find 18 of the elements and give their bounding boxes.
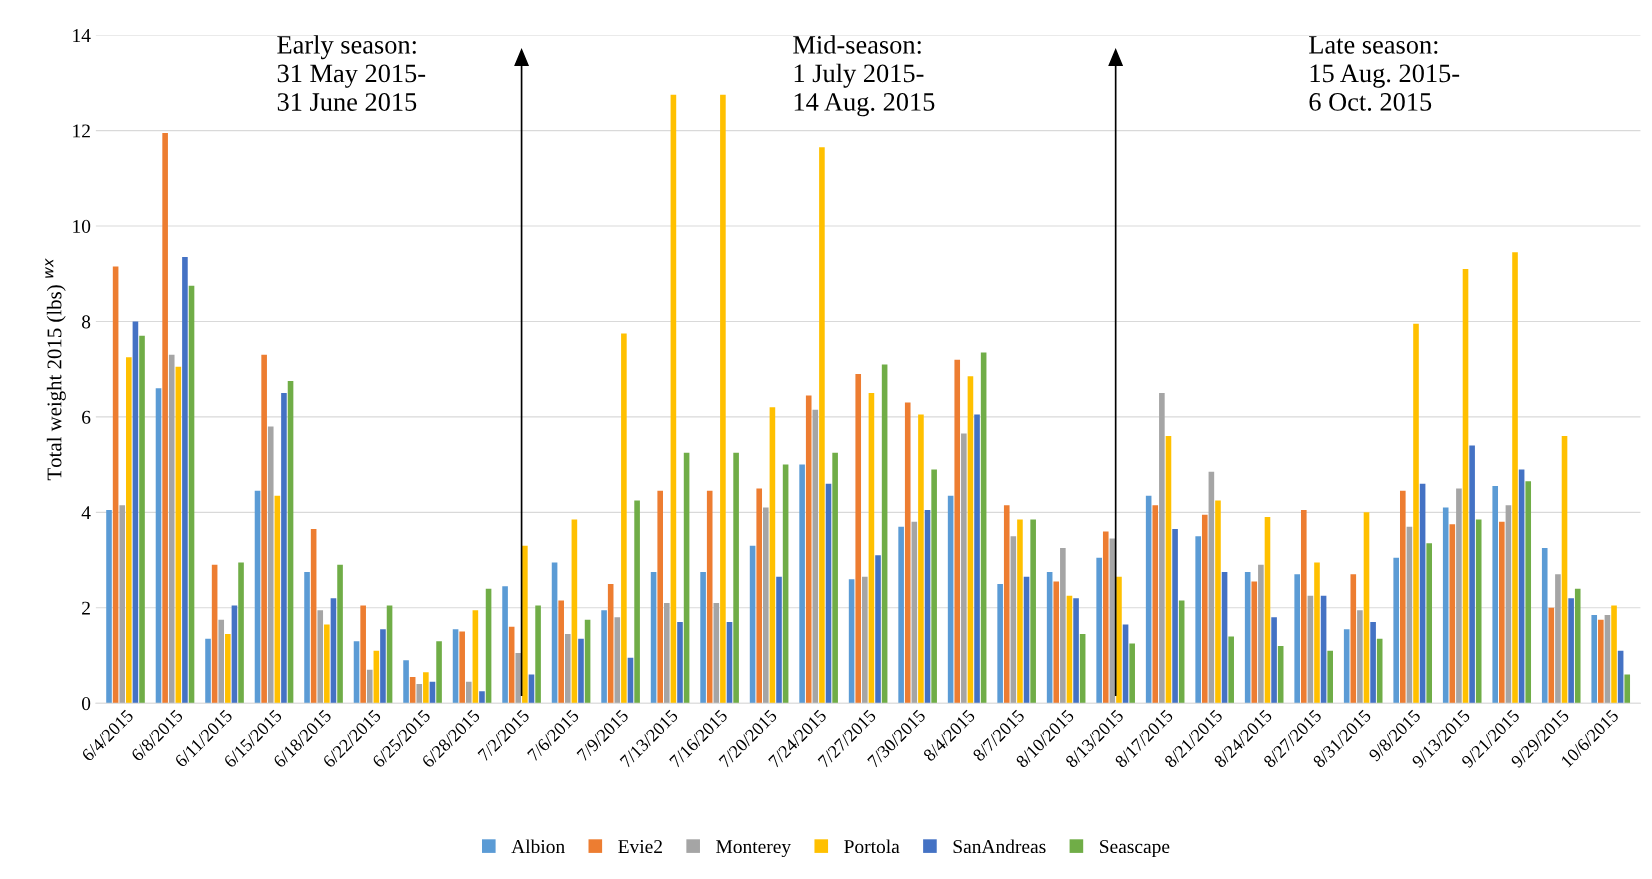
y-tick-label: 12 <box>73 124 90 138</box>
legend-label: Evie2 <box>618 840 662 854</box>
annotation: Early season: 31 May 2015- 31 June 2015 <box>277 35 426 111</box>
y-tick-label: 0 <box>81 697 91 711</box>
legend-label: Seascape <box>1100 840 1170 858</box>
annotation: Late season: 15 Aug. 2015- 6 Oct. 2015 <box>1309 36 1460 111</box>
legend-label: Albion <box>511 839 565 854</box>
annotation: Mid-season: 1 July 2015- 14 Aug. 2015 <box>793 35 935 117</box>
y-axis-title: Total weight 2015 (lbs) $^{wx}$ <box>45 258 66 481</box>
legend-label: Monterey <box>716 840 792 858</box>
y-tick-label: 4 <box>81 506 91 520</box>
y-tick-label: 2 <box>82 601 90 615</box>
legend-label: SanAndreas <box>953 839 1046 854</box>
y-tick-label: 6 <box>82 410 91 424</box>
y-tick-label: 10 <box>73 219 91 233</box>
legend-label: Portola <box>844 839 900 854</box>
y-tick-label: 14 <box>73 29 91 42</box>
y-tick-label: 8 <box>81 315 91 329</box>
